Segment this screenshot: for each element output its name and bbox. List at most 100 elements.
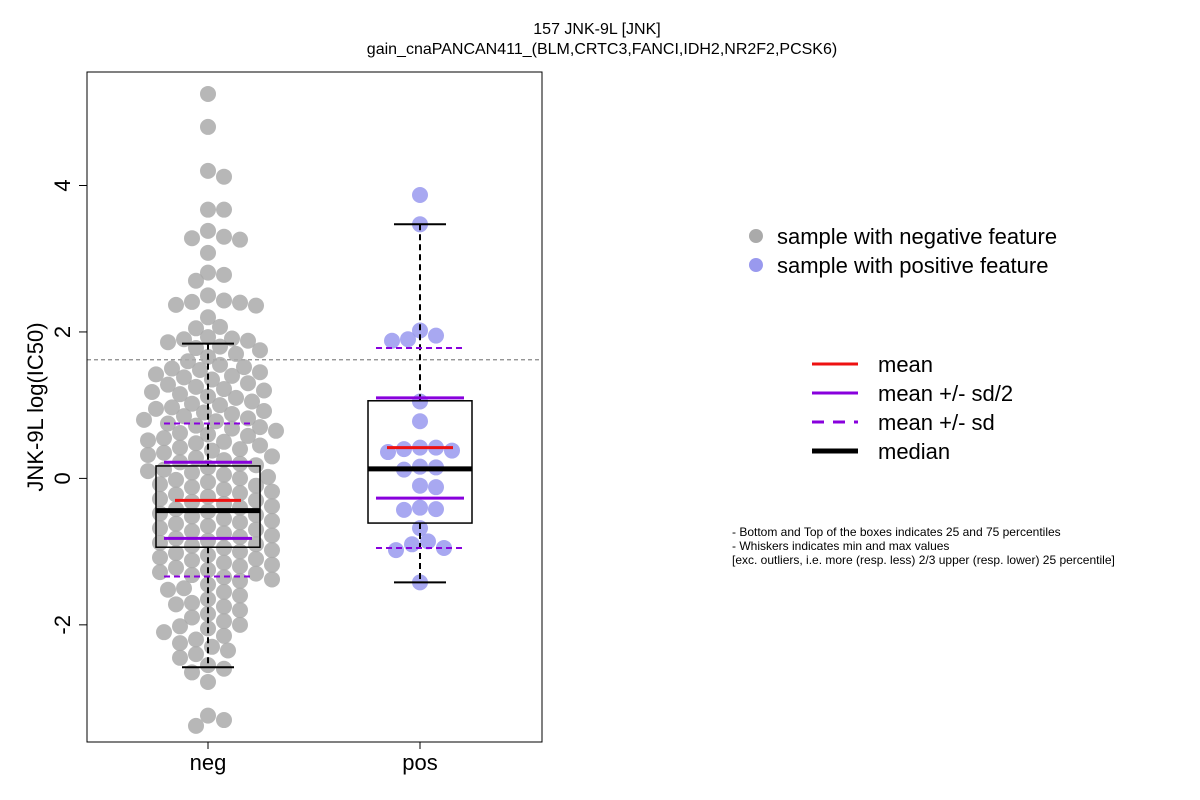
- data-point-neg: [232, 231, 248, 248]
- data-point-neg: [232, 294, 248, 311]
- data-point-neg: [164, 399, 180, 416]
- data-point-neg: [232, 587, 248, 604]
- data-point-neg: [152, 476, 168, 493]
- legend-line-label-3: median: [878, 439, 950, 464]
- data-point-neg: [200, 264, 216, 281]
- data-point-neg: [216, 510, 232, 527]
- chart-title: 157 JNK-9L [JNK]: [533, 21, 660, 38]
- y-axis-label: JNK-9L log(IC50): [23, 322, 48, 491]
- data-point-neg: [188, 717, 204, 734]
- data-point-neg: [208, 413, 224, 430]
- data-point-pos: [436, 539, 452, 556]
- data-point-neg: [144, 383, 160, 400]
- data-point-neg: [204, 638, 220, 655]
- data-point-neg: [152, 520, 168, 537]
- points-layer: [136, 85, 460, 734]
- data-point-neg: [232, 514, 248, 531]
- data-point-neg: [168, 515, 184, 532]
- data-point-neg: [200, 118, 216, 135]
- data-point-neg: [232, 543, 248, 560]
- data-point-neg: [216, 466, 232, 483]
- data-point-neg: [264, 483, 280, 500]
- data-point-neg: [268, 422, 284, 439]
- data-point-neg: [172, 386, 188, 403]
- data-point-neg: [212, 338, 228, 355]
- data-point-neg: [160, 334, 176, 351]
- data-point-neg: [216, 627, 232, 644]
- data-point-neg: [180, 353, 196, 370]
- data-point-neg: [212, 318, 228, 335]
- y-axis: -2 0 2 4: [50, 179, 88, 635]
- legend-lines: mean mean +/- sd/2 mean +/- sd median: [812, 352, 1013, 464]
- data-point-neg: [156, 444, 172, 461]
- notes: - Bottom and Top of the boxes indicates …: [732, 525, 1115, 567]
- data-point-neg: [200, 673, 216, 690]
- data-point-neg: [228, 389, 244, 406]
- data-point-neg: [200, 576, 216, 593]
- data-point-pos: [412, 499, 428, 516]
- data-point-neg: [184, 664, 200, 681]
- data-point-neg: [216, 583, 232, 600]
- data-point-neg: [216, 712, 232, 729]
- data-point-neg: [224, 367, 240, 384]
- data-point-neg: [264, 512, 280, 529]
- data-point-neg: [228, 345, 244, 362]
- legend-label-0: sample with negative feature: [777, 224, 1057, 249]
- note-line-0: - Bottom and Top of the boxes indicates …: [732, 525, 1061, 539]
- data-point-neg: [140, 446, 156, 463]
- data-point-neg: [200, 287, 216, 304]
- data-point-neg: [264, 448, 280, 465]
- data-point-neg: [148, 366, 164, 383]
- data-point-neg: [216, 660, 232, 677]
- data-point-neg: [200, 162, 216, 179]
- legend-points: sample with negative feature sample with …: [749, 224, 1057, 278]
- data-point-neg: [216, 168, 232, 185]
- legend-line-label-0: mean: [878, 352, 933, 377]
- data-point-neg: [264, 556, 280, 573]
- data-point-neg: [188, 378, 204, 395]
- data-point-neg: [168, 545, 184, 562]
- data-point-neg: [200, 244, 216, 261]
- data-point-neg: [160, 581, 176, 598]
- data-point-neg: [232, 616, 248, 633]
- data-point-neg: [184, 464, 200, 481]
- data-point-neg: [248, 565, 264, 582]
- data-point-neg: [248, 492, 264, 509]
- data-point-neg: [172, 618, 188, 635]
- data-point-neg: [216, 201, 232, 218]
- data-point-neg: [172, 439, 188, 456]
- data-point-neg: [248, 521, 264, 538]
- data-point-neg: [200, 222, 216, 239]
- data-point-neg: [184, 523, 200, 540]
- legend-line-label-1: mean +/- sd/2: [878, 381, 1013, 406]
- data-point-neg: [152, 490, 168, 507]
- data-point-neg: [216, 481, 232, 498]
- data-point-neg: [248, 477, 264, 494]
- data-point-neg: [256, 403, 272, 420]
- x-tick-label-neg: neg: [190, 750, 227, 775]
- data-point-neg: [200, 532, 216, 549]
- chart-subtitle: gain_cnaPANCAN411_(BLM,CRTC3,FANCI,IDH2,…: [367, 41, 837, 58]
- data-point-neg: [240, 332, 256, 349]
- data-point-neg: [184, 537, 200, 554]
- data-point-neg: [252, 419, 268, 436]
- data-point-neg: [220, 642, 236, 659]
- data-point-neg: [200, 329, 216, 346]
- data-point-neg: [232, 558, 248, 575]
- data-point-neg: [152, 505, 168, 522]
- data-point-pos: [400, 331, 416, 348]
- data-point-pos: [412, 413, 428, 430]
- data-point-neg: [264, 527, 280, 544]
- data-point-neg: [260, 468, 276, 485]
- data-point-neg: [188, 272, 204, 289]
- data-point-neg: [252, 342, 268, 359]
- note-line-1: - Whiskers indicates min and max values: [732, 539, 949, 553]
- stats-layer: [155, 223, 473, 669]
- data-point-neg: [224, 405, 240, 422]
- data-point-neg: [200, 547, 216, 564]
- data-point-neg: [200, 474, 216, 491]
- data-point-neg: [200, 517, 216, 534]
- data-point-neg: [184, 552, 200, 569]
- data-point-neg: [184, 594, 200, 611]
